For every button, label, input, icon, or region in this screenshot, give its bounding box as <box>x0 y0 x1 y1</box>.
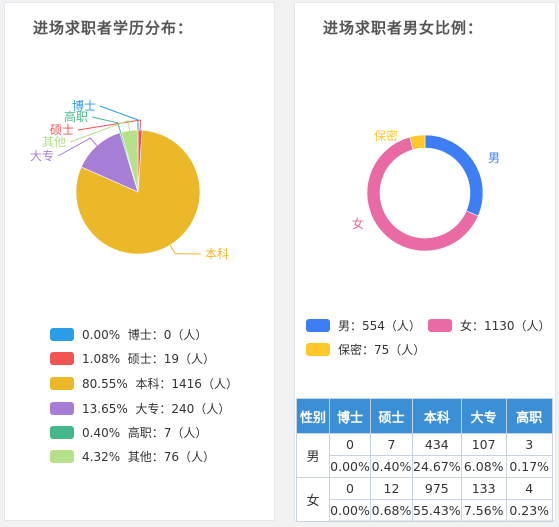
label-line <box>57 137 98 157</box>
table-row: 男 0 7 434 107 3 <box>296 433 553 478</box>
table-cell: 24.67% <box>412 455 462 478</box>
donut-label: 女 <box>352 216 364 231</box>
label-line <box>169 244 202 255</box>
table-cell: 0.00% <box>329 499 371 522</box>
table-cell: 0.40% <box>370 455 413 478</box>
label-line <box>91 116 122 133</box>
pie-label: 其他 <box>42 135 66 149</box>
legend-text: 女：1130（人） <box>460 319 551 333</box>
legend-text: 男：554（人） <box>338 319 421 333</box>
legend-pct: 0.40% <box>82 425 121 440</box>
legend-text: 保密：75（人） <box>338 343 426 357</box>
legend-item-college[interactable]: 13.65% 大专：240（人） <box>50 400 230 417</box>
table-cell: 0 <box>329 433 371 456</box>
legend-item-vocational[interactable]: 0.40% 高职：7（人） <box>50 424 207 441</box>
pie-slice-3[interactable] <box>80 132 139 193</box>
legend-item-phd[interactable]: 0.00% 博士：0（人） <box>50 326 207 343</box>
label-line <box>69 119 131 143</box>
pie-label: 高职 <box>64 109 88 124</box>
legend-item-bachelor[interactable]: 80.55% 本科：1416（人） <box>50 375 238 392</box>
table-cell: 0.17% <box>505 455 553 478</box>
legend-item-secret[interactable]: 保密：75（人） <box>306 341 425 358</box>
legend-swatch <box>50 426 74 439</box>
legend-item-master[interactable]: 1.08% 硕士：19（人） <box>50 350 215 367</box>
legend-text: 其他：76（人） <box>127 450 216 464</box>
legend-swatch <box>50 450 74 463</box>
legend-text: 高职：7（人） <box>127 426 208 440</box>
pie-label: 大专 <box>30 148 54 163</box>
table-cell: 975 <box>412 477 462 500</box>
table-cell: 0.68% <box>370 499 413 522</box>
table-cell: 3 <box>505 433 553 456</box>
table-cell: 133 <box>460 477 507 500</box>
table-cell: 0.23% <box>505 499 553 522</box>
legend-swatch <box>50 328 74 341</box>
education-panel: 进场求职者学历分布： <box>4 2 275 521</box>
legend-swatch <box>306 343 330 356</box>
table-header: 本科 <box>412 398 462 434</box>
table-cell: 7 <box>370 433 413 456</box>
legend-swatch <box>428 319 452 332</box>
label-line <box>77 119 141 131</box>
table-cell: 107 <box>460 433 507 456</box>
gender-education-table: 性别 博士 硕士 本科 大专 高职 男 0 7 434 107 3 0.00% … <box>296 398 553 522</box>
pie-label: 博士 <box>72 98 96 113</box>
table-cell: 0 <box>329 477 371 500</box>
table-row: 女 0 12 975 133 4 <box>296 477 553 522</box>
donut-label: 男 <box>488 151 500 165</box>
table-cell: 55.43% <box>412 499 462 522</box>
legend-pct: 80.55% <box>82 376 128 391</box>
legend-swatch <box>50 352 74 365</box>
legend-pct: 0.00% <box>82 327 121 342</box>
table-header: 硕士 <box>370 398 413 434</box>
table-header: 性别 <box>296 398 330 434</box>
table-header: 大专 <box>460 398 507 434</box>
legend-pct: 13.65% <box>82 401 128 416</box>
table-cell-gender: 男 <box>296 433 330 478</box>
gender-title: 进场求职者男女比例： <box>323 19 484 37</box>
table-row: 0.00% 0.68% 55.43% 7.56% 0.23% <box>297 499 553 522</box>
table-row: 0.00% 0.40% 24.67% 6.08% 0.17% <box>297 455 553 478</box>
donut-slice-2[interactable] <box>409 134 426 150</box>
legend-text: 大专：240（人） <box>135 402 231 416</box>
legend-swatch <box>50 402 74 415</box>
table-cell-gender: 女 <box>296 477 330 522</box>
legend-pct: 4.32% <box>82 449 121 464</box>
pie-label: 本科 <box>205 247 229 261</box>
legend-swatch <box>306 319 330 332</box>
legend-item-other[interactable]: 4.32% 其他：76（人） <box>50 448 215 465</box>
donut-slice-0[interactable] <box>424 134 484 217</box>
table-cell: 0.00% <box>329 455 371 478</box>
legend-swatch <box>50 377 74 390</box>
legend-item-male[interactable]: 男：554（人） <box>306 317 421 334</box>
table-header: 博士 <box>329 398 371 434</box>
table-cell: 7.56% <box>460 499 507 522</box>
education-title: 进场求职者学历分布： <box>33 19 194 37</box>
legend-pct: 1.08% <box>82 351 121 366</box>
table-header: 高职 <box>505 398 553 434</box>
legend-text: 博士：0（人） <box>127 328 208 342</box>
table-cell: 12 <box>370 477 413 500</box>
table-cell: 4 <box>505 477 553 500</box>
legend-item-female[interactable]: 女：1130（人） <box>428 317 551 334</box>
table-cell: 6.08% <box>460 455 507 478</box>
table-cell: 434 <box>412 433 462 456</box>
legend-text: 硕士：19（人） <box>127 352 216 366</box>
legend-text: 本科：1416（人） <box>135 377 238 391</box>
donut-label: 保密 <box>374 128 398 143</box>
table-header-row: 性别 博士 硕士 本科 大专 高职 <box>296 398 553 434</box>
pie-label: 硕士 <box>50 123 74 137</box>
